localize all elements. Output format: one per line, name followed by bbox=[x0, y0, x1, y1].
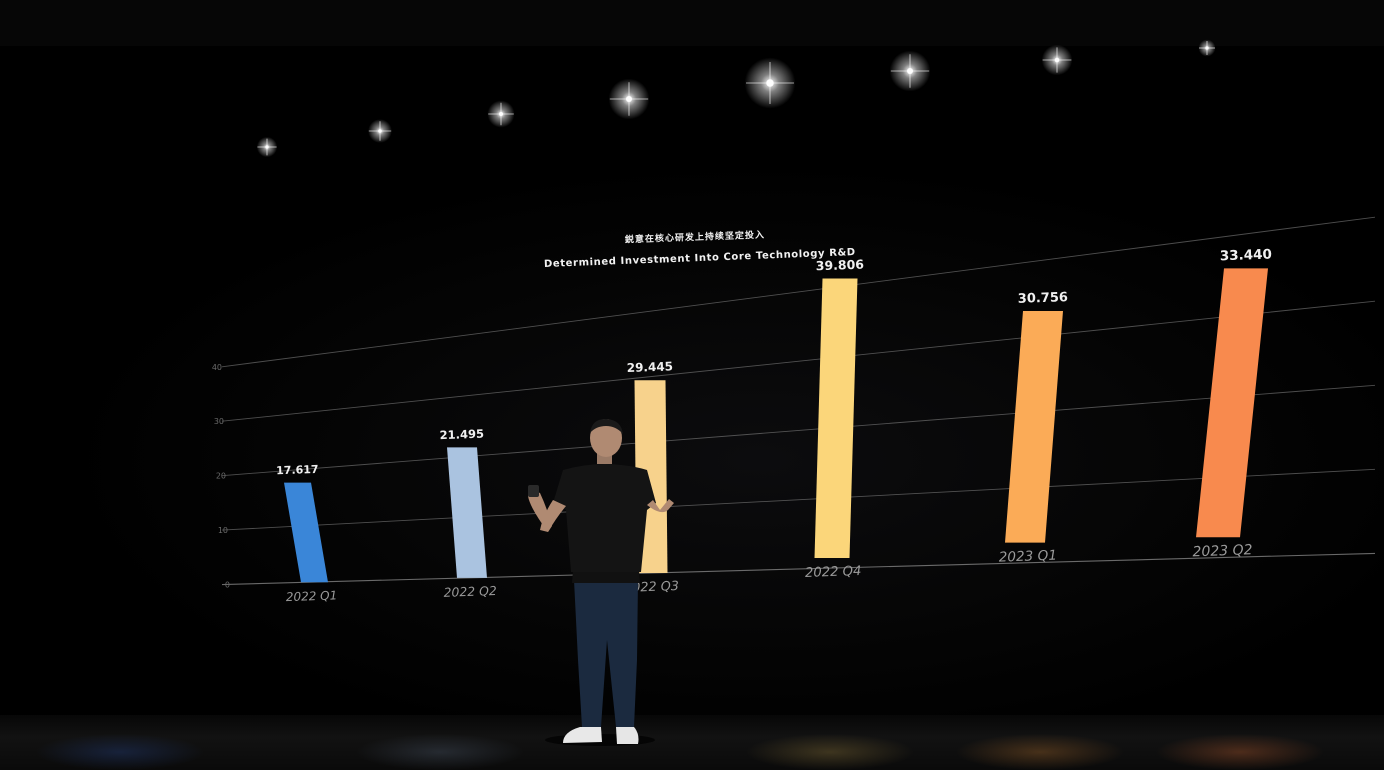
stage-light bbox=[608, 78, 650, 120]
stage-light bbox=[368, 119, 392, 143]
bar bbox=[284, 482, 328, 583]
gridline bbox=[221, 300, 1376, 422]
light-core bbox=[1205, 46, 1209, 50]
stage-light bbox=[256, 136, 278, 158]
stage-light bbox=[744, 57, 796, 109]
bar-value-label: 39.806 bbox=[815, 257, 864, 274]
bar-value-label: 30.756 bbox=[1018, 290, 1069, 307]
bar bbox=[1005, 311, 1063, 543]
chart-subtitle: Determined Investment Into Core Technolo… bbox=[544, 247, 856, 270]
light-core bbox=[378, 129, 382, 133]
chart-title: 鋭意在核心研发上持续坚定投入 bbox=[625, 229, 765, 246]
gridline bbox=[221, 216, 1376, 368]
y-tick-label: 40 bbox=[212, 363, 222, 372]
y-tick-label: 10 bbox=[218, 526, 228, 535]
gridline bbox=[221, 384, 1376, 477]
y-axis-ticks: 0 10 20 30 40 bbox=[212, 363, 230, 590]
stage-light bbox=[889, 50, 931, 92]
x-tick-label: 2022 Q4 bbox=[805, 564, 862, 581]
x-tick-label: 2023 Q2 bbox=[1192, 542, 1253, 560]
stage-light bbox=[1198, 39, 1216, 57]
light-core bbox=[766, 79, 774, 87]
y-tick-label: 20 bbox=[216, 472, 226, 481]
gridline bbox=[221, 552, 1376, 586]
value-labels: 17.617 21.495 29.445 39.806 30.756 33.440 bbox=[276, 247, 1272, 478]
gridline bbox=[221, 468, 1376, 531]
ceiling-band bbox=[0, 0, 1384, 46]
stage-light bbox=[487, 100, 515, 128]
stage-floor bbox=[0, 715, 1384, 770]
bar bbox=[1196, 268, 1268, 538]
bar bbox=[814, 278, 858, 558]
light-core bbox=[499, 112, 503, 116]
stage-light bbox=[1041, 44, 1073, 76]
light-core bbox=[1054, 57, 1060, 63]
light-core bbox=[265, 145, 269, 149]
bar-value-label: 33.440 bbox=[1220, 247, 1273, 265]
bar bbox=[447, 447, 487, 578]
bar-series bbox=[284, 268, 1268, 583]
gridlines bbox=[221, 216, 1376, 586]
x-tick-label: 2022 Q1 bbox=[286, 588, 338, 604]
bar-value-label: 21.495 bbox=[439, 427, 484, 443]
bar-value-label: 29.445 bbox=[626, 359, 673, 375]
floor-reflection bbox=[0, 722, 1384, 770]
y-tick-label: 0 bbox=[225, 581, 230, 590]
presenter bbox=[528, 418, 674, 746]
x-tick-label: 2022 Q2 bbox=[443, 583, 497, 600]
bar-value-label: 17.617 bbox=[276, 463, 319, 477]
x-tick-label: 2023 Q1 bbox=[998, 548, 1057, 566]
y-tick-label: 30 bbox=[214, 417, 224, 426]
ceiling-lights bbox=[256, 39, 1216, 158]
light-core bbox=[907, 68, 913, 74]
light-core bbox=[626, 96, 632, 102]
